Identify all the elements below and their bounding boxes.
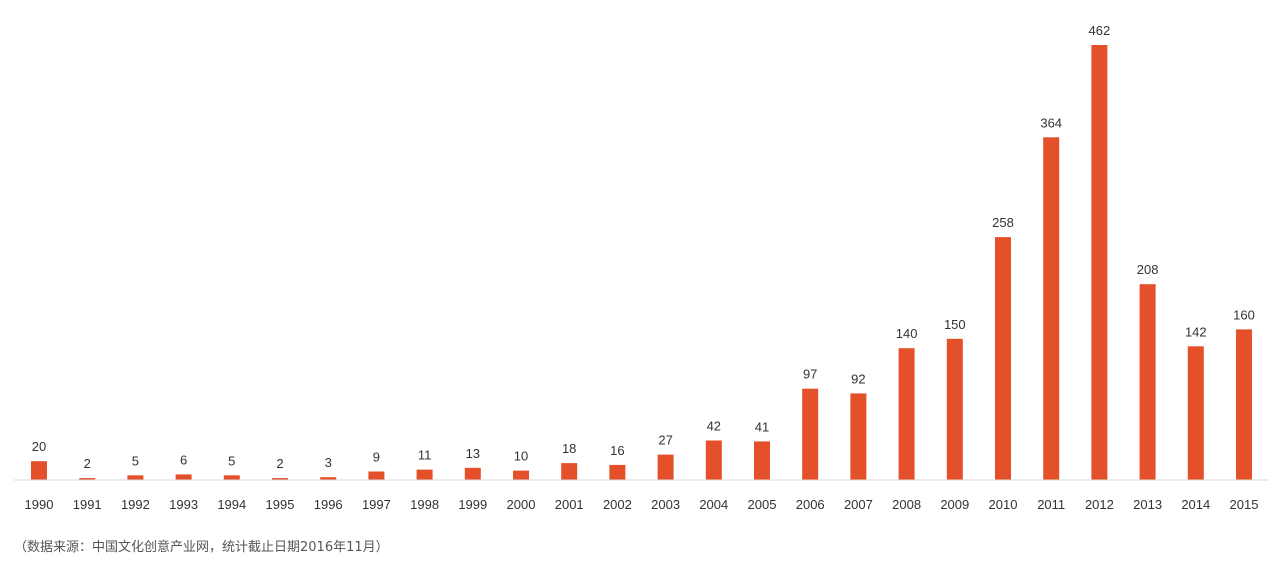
value-label-2001: 18 [562,441,576,456]
bar-2008 [898,348,915,480]
x-tick-label-2012: 2012 [1085,497,1114,512]
bar-1995 [272,478,288,480]
value-label-2010: 258 [992,215,1014,230]
bar-1998 [416,469,433,480]
value-labels-group: 20 2 5 6 5 2 3 9 11 13 10 18 16 27 42 41 97 92 140 150 258 36… [32,23,1255,471]
x-tick-label-1990: 1990 [25,497,54,512]
bar-2010 [995,237,1011,480]
source-note: （数据来源：中国文化创意产业网，统计截止日期2016年11月） [14,540,389,555]
bar-2014 [1187,346,1204,480]
x-tick-label-2008: 2008 [892,497,921,512]
value-label-2013: 208 [1137,262,1159,277]
value-label-2005: 41 [755,419,769,434]
value-label-2014: 142 [1185,324,1207,339]
value-label-2008: 140 [896,326,918,341]
value-label-2011: 364 [1040,115,1062,130]
value-label-2009: 150 [944,317,966,332]
x-tick-label-1994: 1994 [217,497,246,512]
value-label-2003: 27 [658,433,672,448]
x-tick-label-2005: 2005 [748,497,777,512]
value-label-2007: 92 [851,371,865,386]
value-label-2006: 97 [803,367,817,382]
x-tick-label-2009: 2009 [940,497,969,512]
bar-2012 [1091,45,1108,480]
bars-group [31,45,1252,481]
value-label-1994: 5 [228,453,235,468]
x-tick-label-1997: 1997 [362,497,391,512]
value-label-1991: 2 [84,456,91,471]
bar-1996 [320,477,337,480]
bar-2015 [1236,329,1252,480]
x-tick-label-1998: 1998 [410,497,439,512]
value-label-1992: 5 [132,453,139,468]
x-tick-label-2004: 2004 [699,497,728,512]
x-tick-labels-group: 1990 1991 1992 1993 1994 1995 1996 1997 1998 1999… [25,497,1259,512]
bar-1999 [464,467,481,480]
value-label-1997: 9 [373,450,380,465]
x-tick-label-1996: 1996 [314,497,343,512]
value-label-1995: 2 [276,456,283,471]
x-tick-label-2013: 2013 [1133,497,1162,512]
x-tick-label-2007: 2007 [844,497,873,512]
bar-1997 [368,471,385,480]
bar-2011 [1043,137,1060,481]
value-label-1993: 6 [180,452,187,467]
x-tick-label-2003: 2003 [651,497,680,512]
bar-1993 [175,474,192,480]
value-label-1996: 3 [325,455,332,470]
value-label-1990: 20 [32,439,46,454]
bar-1991 [79,478,96,480]
bar-1990 [31,461,47,480]
value-label-2015: 160 [1233,307,1255,322]
bar-2004 [705,440,722,480]
x-tick-label-1993: 1993 [169,497,198,512]
bar-2007 [850,393,867,480]
bar-2002 [609,464,626,480]
bar-1992 [127,475,144,480]
bar-2009 [946,338,963,480]
x-tick-label-2011: 2011 [1037,497,1065,512]
bar-2001 [561,463,578,480]
x-tick-label-2014: 2014 [1181,497,1210,512]
value-label-2002: 16 [610,443,624,458]
bar-2003 [657,454,674,480]
x-tick-label-1992: 1992 [121,497,150,512]
value-label-1999: 13 [466,446,480,461]
value-label-2004: 42 [707,419,721,434]
x-tick-label-2015: 2015 [1230,497,1259,512]
x-tick-label-2006: 2006 [796,497,825,512]
bar-chart: 20 2 5 6 5 2 3 9 11 13 10 18 16 27 42 41 97 92 140 150 258 36… [14,23,1268,512]
bar-2000 [513,470,529,480]
x-tick-label-2010: 2010 [989,497,1018,512]
x-tick-label-2002: 2002 [603,497,632,512]
value-label-2012: 462 [1089,23,1111,38]
bar-2013 [1139,284,1156,480]
bar-1994 [223,475,240,480]
x-tick-label-2000: 2000 [507,497,536,512]
bar-2006 [802,388,819,480]
value-label-1998: 11 [418,448,432,463]
bar-2005 [754,441,770,480]
x-tick-label-1991: 1991 [73,497,102,512]
x-tick-label-2001: 2001 [555,497,584,512]
x-tick-label-1999: 1999 [458,497,487,512]
x-tick-label-1995: 1995 [266,497,295,512]
value-label-2000: 10 [514,449,528,464]
